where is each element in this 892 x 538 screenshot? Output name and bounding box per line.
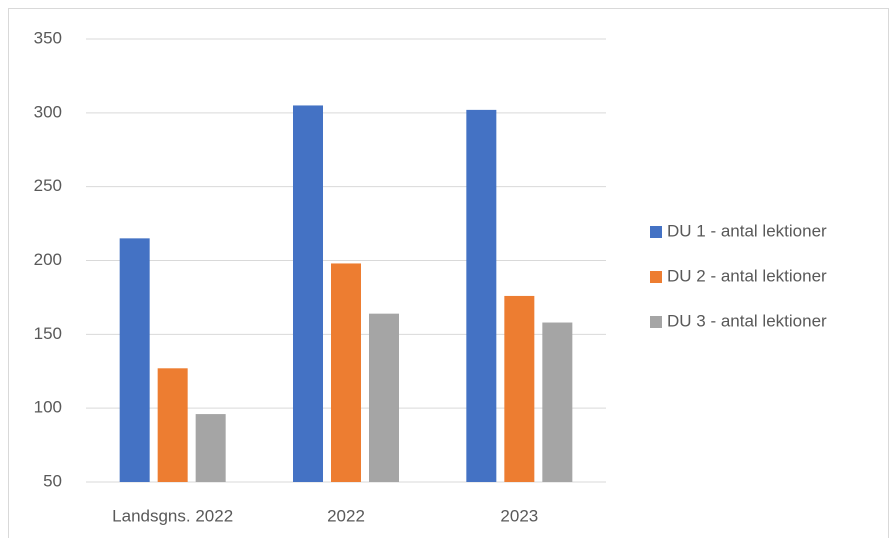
bar (293, 105, 323, 482)
bar (504, 295, 535, 482)
y-tick-label: 150 (34, 324, 62, 343)
x-tick-label: Landsgns. 2022 (112, 506, 233, 525)
x-tick-label: 2023 (500, 506, 538, 525)
bar (195, 414, 226, 482)
bar (157, 368, 188, 482)
x-tick-label: 2022 (327, 506, 365, 525)
legend-swatch (650, 226, 662, 238)
bar (466, 109, 497, 482)
legend-swatch (650, 316, 662, 328)
y-tick-label: 50 (43, 471, 62, 490)
chart-frame (8, 8, 889, 538)
legend-label: DU 3 - antal lektioner (667, 311, 827, 330)
y-tick-label: 350 (34, 28, 62, 47)
y-tick-label: 100 (34, 398, 62, 417)
legend-swatch (650, 271, 662, 283)
bar (542, 322, 573, 482)
legend-label: DU 1 - antal lektioner (667, 221, 827, 240)
legend-label: DU 2 - antal lektioner (667, 266, 827, 285)
bar (369, 313, 399, 482)
y-tick-label: 250 (34, 176, 62, 195)
bar (331, 263, 361, 482)
y-tick-label: 300 (34, 102, 62, 121)
y-tick-label: 200 (34, 250, 62, 269)
bar (119, 238, 150, 482)
